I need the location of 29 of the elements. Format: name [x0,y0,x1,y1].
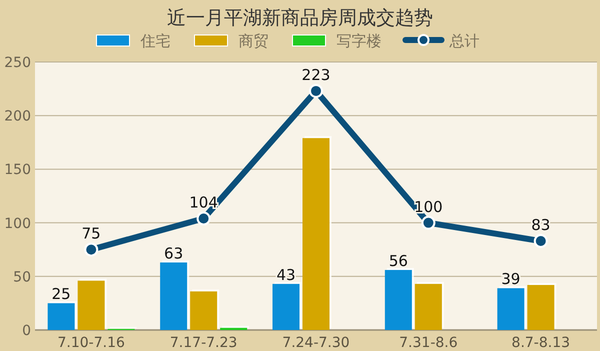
data-label: 223 [302,66,330,84]
point [534,234,548,248]
x-tick-label: 8.7-8.13 [512,335,570,351]
data-label: 56 [388,252,408,270]
data-label: 83 [531,216,550,234]
chart-title: 近一月平湖新商品房周成交趋势 [167,7,433,29]
y-tick-label: 200 [4,108,31,125]
point [309,84,323,98]
x-tick-label: 7.17-7.23 [170,335,238,351]
data-label: 63 [164,244,184,262]
x-tick-label: 7.31-8.6 [399,335,458,351]
x-tick-label: 7.10-7.16 [57,335,125,351]
legend-label: 写字楼 [336,32,382,50]
y-tick-label: 250 [4,55,31,71]
data-label: 39 [501,270,520,288]
legend-label: 住宅 [140,32,170,50]
legend-label: 商贸 [238,32,268,50]
data-label: 25 [52,285,71,304]
y-tick-label: 50 [13,269,31,286]
x-tick-label: 7.24-7.30 [282,335,350,351]
y-tick-label: 100 [4,216,31,232]
point [421,216,436,230]
data-label: 43 [276,266,296,284]
data-label: 75 [82,224,101,243]
point [196,212,211,226]
y-tick-label: 0 [22,323,31,339]
y-tick-label: 150 [4,162,31,178]
legend-label: 总计 [448,32,480,50]
point [84,242,98,257]
